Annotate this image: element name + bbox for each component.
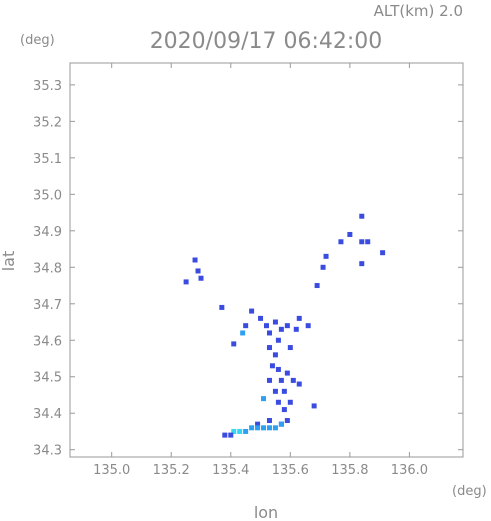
x-tick-label: 135.2	[153, 463, 190, 478]
echo-point	[296, 315, 302, 321]
echo-points	[183, 213, 386, 438]
plot-frame	[69, 62, 464, 458]
echo-point	[272, 352, 278, 358]
y-tick-label: 34.5	[33, 371, 62, 386]
echo-point	[261, 425, 267, 431]
chart-title: 2020/09/17 06:42:00	[150, 29, 383, 54]
echo-point	[231, 428, 237, 434]
echo-point	[261, 396, 267, 402]
y-tick-label: 35.2	[33, 115, 62, 130]
echo-point	[264, 323, 269, 329]
echo-point	[380, 250, 386, 256]
echo-point	[278, 377, 284, 383]
echo-point	[338, 239, 344, 245]
echo-point	[183, 279, 189, 285]
y-tick-label: 34.8	[33, 261, 62, 276]
echo-point	[266, 418, 272, 424]
echo-point	[255, 425, 261, 431]
echo-point	[240, 330, 246, 336]
echo-point	[243, 323, 249, 329]
y-tick-label: 34.6	[33, 334, 62, 349]
x-tick-label: 135.0	[93, 463, 130, 478]
echo-point	[359, 239, 365, 245]
x-tick-label: 135.8	[331, 463, 368, 478]
echo-point	[347, 231, 353, 237]
echo-point	[314, 283, 320, 289]
echo-point	[359, 261, 365, 267]
echo-point	[278, 421, 284, 427]
echo-point	[275, 399, 281, 405]
echo-point	[287, 399, 293, 405]
echo-point	[323, 253, 329, 259]
echo-point	[243, 428, 249, 434]
echo-point	[192, 257, 198, 263]
echo-point	[284, 323, 290, 329]
y-tick-label: 34.3	[33, 444, 62, 459]
echo-point	[222, 432, 228, 438]
x-tick-label: 136.0	[391, 463, 428, 478]
echo-point	[237, 428, 243, 434]
echo-point	[272, 425, 278, 431]
y-tick-label: 35.0	[33, 188, 62, 203]
echo-point	[290, 377, 296, 383]
echo-point	[275, 337, 281, 343]
y-tick-label: 35.3	[33, 79, 62, 94]
echo-point	[198, 275, 204, 281]
y-tick-label: 34.7	[33, 298, 62, 313]
y-tick-label: 34.9	[33, 225, 62, 240]
echo-point	[266, 377, 272, 383]
echo-point	[296, 381, 302, 387]
echo-point	[365, 239, 371, 245]
echo-point	[287, 345, 293, 351]
echo-point	[266, 330, 272, 336]
echo-point	[359, 213, 365, 219]
x-axis: 135.0 135.2 135.4 135.6 135.8 136.0	[93, 63, 428, 478]
y-tick-label: 35.1	[33, 152, 62, 167]
echo-point	[305, 323, 311, 329]
altitude-label: ALT(km) 2.0	[374, 2, 463, 20]
x-unit-label: (deg)	[452, 484, 487, 499]
echo-point	[266, 345, 272, 351]
x-axis-label: lon	[254, 503, 278, 521]
echo-point	[278, 326, 284, 332]
x-tick-label: 135.6	[272, 463, 309, 478]
echo-point	[228, 432, 234, 438]
echo-point	[258, 315, 264, 321]
echo-point	[281, 407, 287, 413]
y-axis: 34.3 34.4 34.5 34.6 34.7 34.8 34.9 35.0 35.1 35.2…	[33, 79, 463, 459]
echo-point	[272, 319, 278, 325]
echo-point	[293, 326, 299, 332]
echo-point	[272, 388, 278, 394]
y-tick-label: 34.4	[33, 407, 62, 422]
echo-point	[266, 425, 272, 431]
echo-point	[311, 403, 317, 409]
echo-point	[284, 370, 290, 376]
echo-point	[269, 363, 275, 369]
echo-point	[219, 304, 225, 310]
echo-point	[320, 264, 326, 270]
echo-point	[275, 366, 281, 372]
echo-point	[281, 388, 287, 394]
echo-point	[195, 268, 201, 274]
echo-point	[231, 341, 237, 347]
y-unit-label: (deg)	[20, 33, 55, 48]
echo-point	[255, 421, 261, 427]
echo-point	[249, 425, 255, 431]
y-axis-label: lat	[0, 251, 18, 272]
x-tick-label: 135.4	[212, 463, 249, 478]
echo-point	[284, 418, 290, 424]
echo-point	[249, 308, 255, 314]
